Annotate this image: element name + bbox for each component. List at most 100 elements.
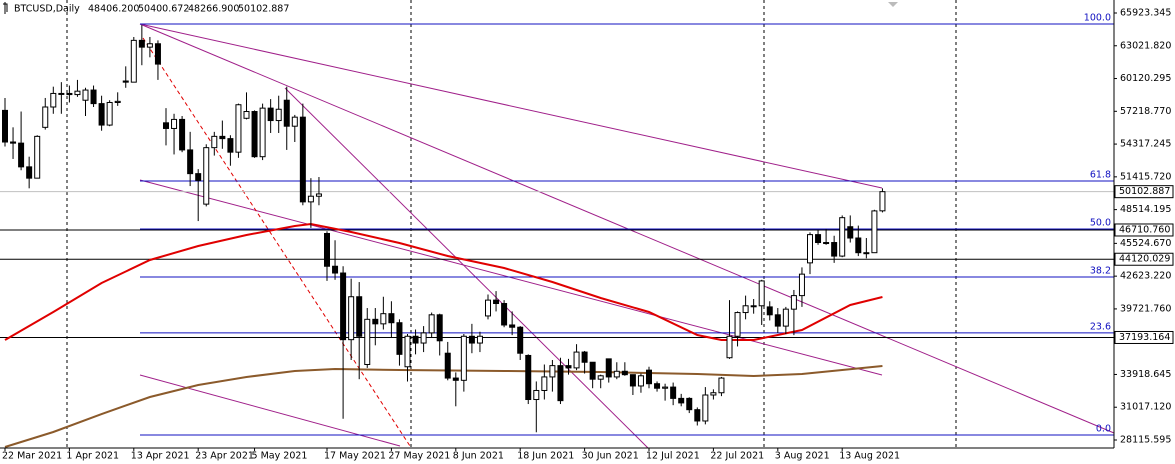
x-tick-label: 12 Jul 2021 bbox=[646, 451, 700, 462]
candle-body bbox=[299, 116, 306, 203]
candle-body bbox=[187, 149, 194, 175]
candle-body bbox=[468, 335, 475, 344]
candle-body bbox=[710, 392, 717, 396]
candle-body bbox=[219, 135, 226, 140]
candle-body bbox=[726, 335, 733, 359]
price-level-box bbox=[1114, 223, 1174, 237]
price-level-box bbox=[1114, 252, 1174, 266]
candle-body bbox=[541, 376, 548, 391]
candle-body bbox=[106, 101, 113, 126]
candle-body bbox=[871, 210, 878, 254]
candle-body bbox=[154, 43, 161, 65]
header-open: 48406.200 bbox=[88, 4, 139, 15]
candle-body bbox=[82, 89, 89, 101]
y-tick-label: 45524.670 bbox=[1120, 238, 1171, 249]
candle-body bbox=[372, 318, 379, 325]
y-tick-label: 39721.760 bbox=[1120, 303, 1171, 314]
x-tick-label: 22 Jul 2021 bbox=[710, 451, 764, 462]
fib-label: 61.8 bbox=[1090, 169, 1111, 180]
candles bbox=[2, 25, 886, 433]
candle-body bbox=[718, 377, 725, 394]
price-level-label: 46710.760 bbox=[1119, 224, 1170, 235]
candle-body bbox=[66, 92, 73, 96]
candle-body bbox=[525, 354, 532, 401]
candle-body bbox=[758, 280, 765, 307]
y-tick-label: 60120.295 bbox=[1120, 73, 1171, 84]
y-tick-label: 57218.770 bbox=[1120, 106, 1171, 117]
candle-body bbox=[533, 389, 540, 401]
candle-body bbox=[766, 306, 773, 316]
symbol: BTCUSD,Daily bbox=[14, 4, 80, 15]
candle-body bbox=[646, 369, 652, 385]
candle-body bbox=[621, 370, 628, 376]
fib-label: 38.2 bbox=[1090, 265, 1111, 276]
candle-body bbox=[774, 314, 781, 327]
last-price-box bbox=[1114, 185, 1174, 199]
candle-body bbox=[436, 314, 443, 342]
candle-body bbox=[275, 108, 282, 122]
candle-body bbox=[211, 135, 218, 149]
y-tick-label: 65923.345 bbox=[1120, 7, 1171, 18]
x-tick-label: 8 Jun 2021 bbox=[453, 451, 504, 462]
candle-body bbox=[629, 374, 636, 387]
x-tick-label: 18 Jun 2021 bbox=[517, 451, 574, 462]
last-price-label: 50102.887 bbox=[1119, 186, 1170, 197]
candle-body bbox=[420, 332, 427, 344]
candle-body bbox=[476, 335, 483, 344]
x-tick-label: 27 May 2021 bbox=[388, 451, 450, 462]
period-separators bbox=[66, 0, 957, 448]
candle-body bbox=[670, 386, 677, 399]
candle-body bbox=[589, 361, 596, 380]
fib-label: 50.0 bbox=[1090, 217, 1111, 228]
candle-body bbox=[243, 111, 250, 119]
candle-body bbox=[863, 252, 870, 255]
x-tick-label: 5 May 2021 bbox=[252, 451, 308, 462]
candle-body bbox=[18, 142, 25, 168]
moving-average bbox=[4, 222, 883, 341]
candle-body bbox=[380, 313, 387, 325]
y-tick-label: 31017.120 bbox=[1120, 402, 1171, 413]
candle-body bbox=[509, 324, 516, 328]
trend-line bbox=[284, 87, 649, 449]
y-tick-label: 63021.820 bbox=[1120, 40, 1171, 51]
x-tick-label: 30 Jun 2021 bbox=[582, 451, 639, 462]
candle-body bbox=[557, 365, 564, 402]
candle-body bbox=[356, 296, 363, 337]
candle-body bbox=[428, 314, 435, 334]
moving-averages bbox=[4, 222, 883, 448]
dashed-trend-line bbox=[142, 37, 411, 447]
candle-body bbox=[74, 90, 81, 96]
candle-body bbox=[517, 326, 524, 354]
x-tick-label: 1 Apr 2021 bbox=[66, 451, 119, 462]
candle-body bbox=[114, 100, 121, 103]
candle-body bbox=[452, 377, 459, 381]
candle-body bbox=[501, 303, 508, 326]
candle-body bbox=[678, 397, 685, 404]
candle-body bbox=[10, 141, 17, 144]
candle-body bbox=[340, 272, 347, 341]
moving-average bbox=[4, 364, 883, 448]
levels: 100.0 61.8 50.0 38.2 23.6 0.0 bbox=[0, 12, 1114, 436]
header-low: 48266.900 bbox=[188, 4, 239, 15]
candle-body bbox=[815, 234, 822, 244]
shift-marker bbox=[888, 2, 898, 7]
candle-body bbox=[839, 217, 846, 257]
candle-body bbox=[782, 308, 789, 327]
candle-body bbox=[146, 43, 153, 48]
candle-body bbox=[235, 104, 242, 153]
candle-body bbox=[613, 370, 620, 378]
candle-body bbox=[686, 397, 693, 411]
candle-body bbox=[798, 273, 805, 297]
candle-body bbox=[122, 80, 129, 83]
candle-body bbox=[267, 107, 274, 122]
candle-body bbox=[26, 166, 33, 179]
candle-body bbox=[283, 99, 290, 127]
candle-body bbox=[573, 351, 580, 369]
candle-body bbox=[694, 409, 701, 422]
candle-body bbox=[348, 296, 355, 341]
x-tick-label: 22 Mar 2021 bbox=[2, 451, 62, 462]
candle-body bbox=[307, 195, 314, 203]
fib-label: 100.0 bbox=[1084, 12, 1111, 23]
